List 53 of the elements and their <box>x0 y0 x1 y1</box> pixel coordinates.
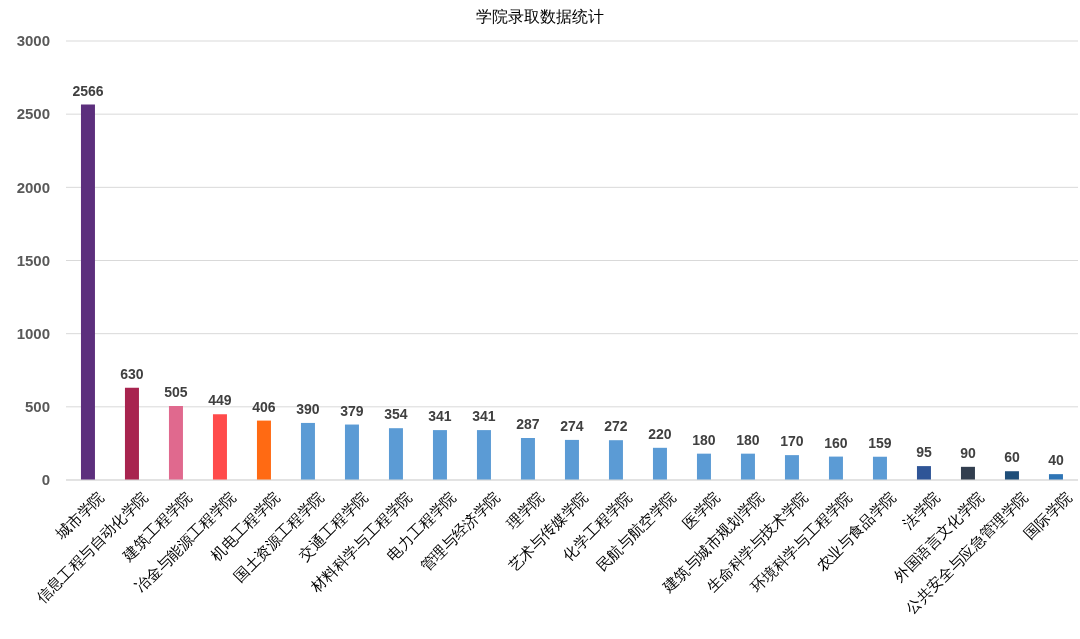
bar <box>872 456 887 480</box>
bar <box>80 104 95 480</box>
data-label: 406 <box>252 398 276 415</box>
bar <box>740 453 755 480</box>
bar <box>344 424 359 480</box>
data-label: 60 <box>1004 449 1020 466</box>
bar <box>1004 471 1019 480</box>
data-label: 379 <box>340 402 364 419</box>
data-label: 274 <box>560 417 584 434</box>
y-tick-label: 1500 <box>16 251 50 269</box>
bar <box>960 466 975 480</box>
y-tick-label: 2000 <box>16 178 50 196</box>
bar <box>696 453 711 480</box>
data-label: 449 <box>208 392 232 409</box>
data-label: 160 <box>824 434 848 451</box>
bar <box>256 420 271 480</box>
data-label: 287 <box>516 416 540 432</box>
bar <box>432 430 447 480</box>
data-label: 90 <box>960 444 976 461</box>
data-label: 180 <box>736 431 760 448</box>
data-label: 95 <box>916 444 932 461</box>
y-tick-label: 0 <box>41 471 50 489</box>
bar <box>212 414 227 480</box>
chart-title: 学院录取数据统计 <box>475 7 605 28</box>
y-tick-label: 1000 <box>16 324 50 342</box>
bar <box>916 466 931 480</box>
y-tick-label: 500 <box>24 398 50 416</box>
bar <box>828 456 843 480</box>
bar <box>168 406 183 480</box>
data-label: 630 <box>120 365 144 382</box>
data-label: 341 <box>428 408 452 425</box>
bar <box>388 428 403 480</box>
y-tick-label: 2500 <box>16 105 50 123</box>
data-label: 40 <box>1048 452 1064 469</box>
data-label: 159 <box>868 434 892 451</box>
bar <box>476 430 491 480</box>
data-label: 170 <box>780 433 804 450</box>
bar <box>124 387 139 480</box>
bar <box>300 422 315 480</box>
bar <box>520 438 535 480</box>
data-label: 341 <box>472 408 496 425</box>
data-label: 272 <box>604 418 628 435</box>
data-label: 2566 <box>72 82 104 99</box>
bar <box>784 455 799 480</box>
data-label: 390 <box>296 400 320 417</box>
data-label: 220 <box>648 425 672 442</box>
bar <box>564 439 579 480</box>
data-label: 505 <box>164 384 188 401</box>
y-tick-label: 3000 <box>16 32 50 50</box>
bar <box>608 440 623 480</box>
data-label: 354 <box>384 406 408 423</box>
bar <box>652 447 667 480</box>
data-label: 180 <box>692 431 716 448</box>
